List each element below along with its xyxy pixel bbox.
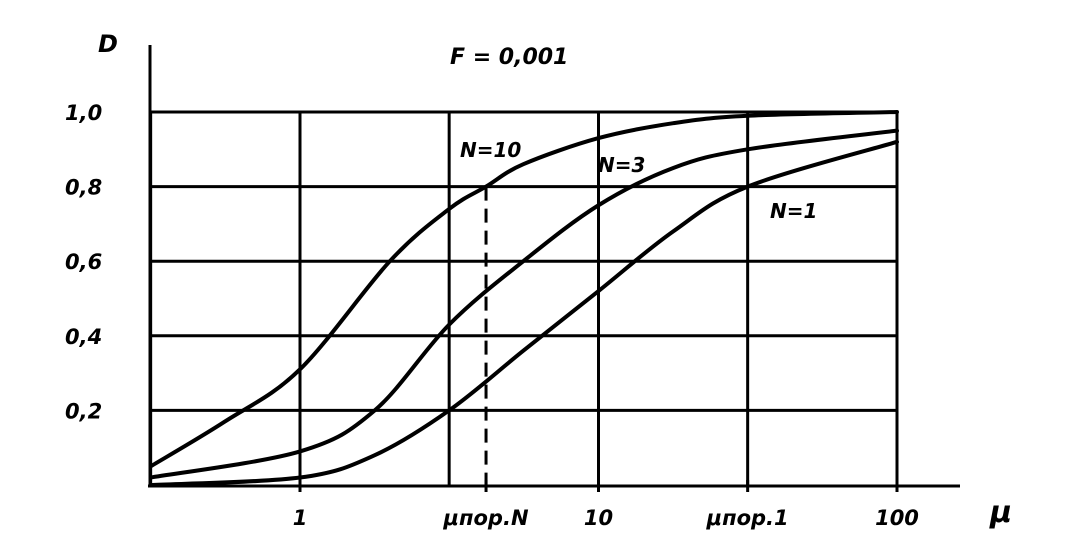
y-tick-label: 0,2 bbox=[65, 399, 102, 423]
series-line-n10 bbox=[148, 110, 899, 469]
curves bbox=[148, 110, 899, 487]
x-tick-label: μпор.N bbox=[443, 506, 529, 530]
series-label-n3: N=3 bbox=[598, 153, 645, 177]
series-label-n1: N=1 bbox=[770, 199, 817, 223]
y-tick-labels: 0,2 0,4 0,6 0,8 1,0 bbox=[65, 101, 102, 423]
y-tick-label: 0,4 bbox=[65, 325, 102, 349]
chart-title: F = 0,001 bbox=[450, 45, 568, 70]
y-tick-label: 0,8 bbox=[65, 176, 102, 200]
series-line-n1 bbox=[148, 139, 899, 487]
x-tick-label: μпор.1 bbox=[706, 506, 789, 530]
y-axis-label: D bbox=[98, 30, 118, 58]
series-label-n10: N=10 bbox=[460, 138, 521, 162]
series-line-n3 bbox=[148, 128, 899, 480]
grid bbox=[149, 110, 899, 485]
y-tick-label: 1,0 bbox=[65, 101, 102, 125]
y-tick-label: 0,6 bbox=[65, 250, 102, 274]
x-tick-label: 1 bbox=[293, 506, 308, 530]
x-tick-label: 10 bbox=[584, 506, 613, 530]
x-tick-label: 100 bbox=[875, 506, 919, 530]
x-axis-label: μ bbox=[989, 495, 1012, 530]
x-tick-labels: 1 μпор.N 10 μпор.1 100 bbox=[293, 480, 919, 530]
